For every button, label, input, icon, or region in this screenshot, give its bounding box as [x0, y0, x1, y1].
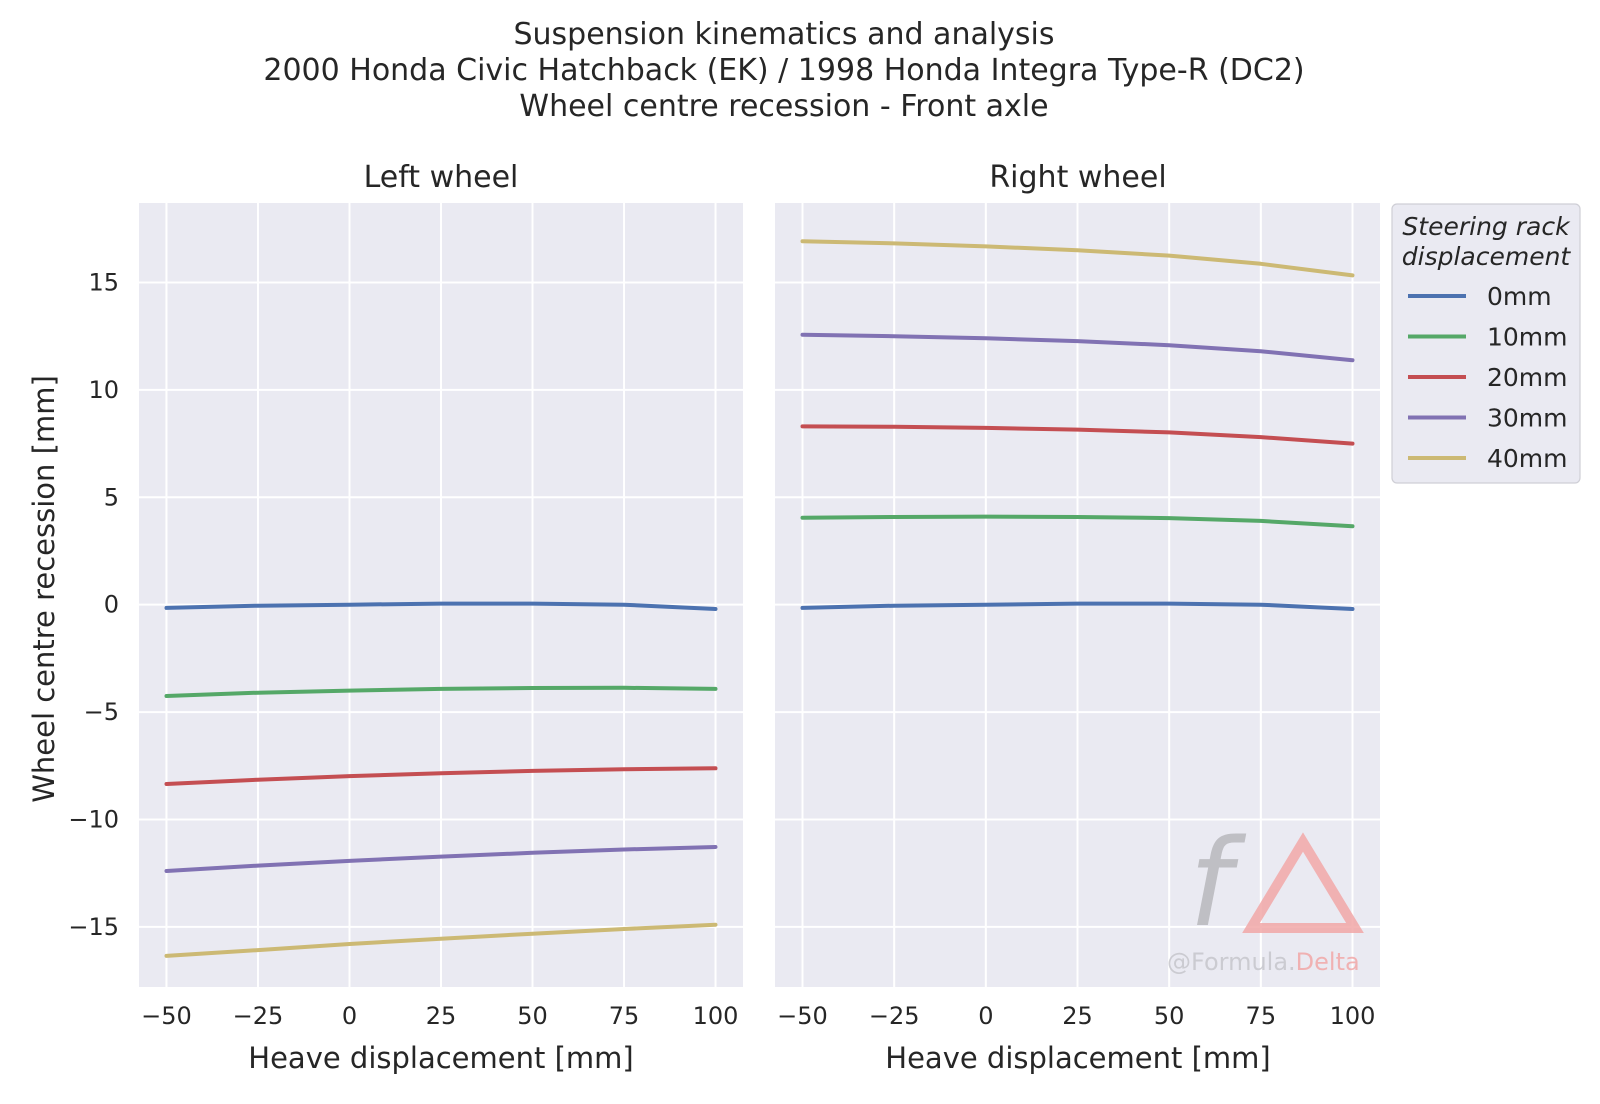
- figure-title-line-3: Wheel centre recession - Front axle: [519, 89, 1048, 124]
- left-y-tick-label: 5: [104, 483, 119, 511]
- left-series-line-0mm: [164, 601, 718, 611]
- left-y-tick-label: −5: [84, 698, 119, 726]
- left-y-tick-label: 0: [104, 591, 119, 619]
- legend-label-20mm: 20mm: [1487, 363, 1568, 392]
- left-y-tick-labels: −15 −10 −5 0 5 10 15: [68, 268, 119, 940]
- left-x-tick-labels: −50 −25 0 25 50 75 100: [141, 1002, 738, 1030]
- watermark-handle: @Formula.Delta: [1167, 948, 1360, 976]
- left-y-tick-label: 10: [88, 376, 119, 404]
- right-series-line-30mm: [800, 332, 1355, 363]
- legend-label-0mm: 0mm: [1487, 282, 1552, 311]
- legend-label-30mm: 30mm: [1487, 404, 1568, 433]
- legend-label-10mm: 10mm: [1487, 323, 1568, 352]
- left-y-tick-label: −15: [68, 913, 119, 941]
- legend-box: [1391, 203, 1581, 484]
- left-x-tick-label: 75: [609, 1002, 640, 1030]
- left-x-tick-label: 0: [342, 1002, 357, 1030]
- figure-title-line-2: 2000 Honda Civic Hatchback (EK) / 1998 H…: [263, 53, 1304, 88]
- left-series-line-40mm: [164, 922, 718, 958]
- left-x-axis-label: Heave displacement [mm]: [248, 1041, 633, 1075]
- left-series-line-10mm: [164, 685, 718, 698]
- left-series-line-20mm: [164, 766, 718, 786]
- left-panel-title: Left wheel: [364, 160, 519, 195]
- left-series-line-30mm: [164, 845, 718, 873]
- right-x-tick-labels: −50 −25 0 25 50 75 100: [777, 1002, 1375, 1030]
- right-x-axis-label: Heave displacement [mm]: [885, 1041, 1270, 1075]
- right-x-tick-label: 75: [1246, 1002, 1277, 1030]
- left-x-tick-label: 50: [517, 1002, 548, 1030]
- y-axis-label: Wheel centre recession [mm]: [27, 375, 61, 803]
- left-y-tick-label: 15: [88, 268, 119, 296]
- left-x-tick-label: 25: [426, 1002, 457, 1030]
- left-y-tick-label: −10: [68, 805, 119, 833]
- legend-title-line-1: Steering rack: [1402, 212, 1571, 241]
- right-x-tick-label: 25: [1062, 1002, 1093, 1030]
- legend: Steering rack displacement 0mm 10mm 20mm 30…: [1391, 203, 1581, 484]
- legend-label-40mm: 40mm: [1487, 444, 1568, 473]
- right-series-lines: [800, 239, 1355, 611]
- figure-title-line-1: Suspension kinematics and analysis: [513, 17, 1054, 52]
- left-x-tick-label: −50: [141, 1002, 192, 1030]
- right-panel-title: Right wheel: [989, 160, 1166, 195]
- right-x-tick-label: 50: [1154, 1002, 1185, 1030]
- legend-entries: 0mm 10mm 20mm 30mm 40mm: [1408, 282, 1568, 473]
- right-x-tick-label: −50: [777, 1002, 828, 1030]
- legend-title-line-2: displacement: [1402, 242, 1572, 271]
- right-panel: −50 −25 0 25 50 75 100 f @Formula.Delta: [775, 203, 1380, 1030]
- left-series-lines: [164, 601, 718, 958]
- right-series-line-10mm: [800, 514, 1355, 529]
- right-x-tick-label: 100: [1330, 1002, 1376, 1030]
- right-series-line-40mm: [800, 239, 1355, 278]
- right-x-tick-label: −25: [869, 1002, 920, 1030]
- left-x-tick-label: 100: [693, 1002, 739, 1030]
- left-x-tick-label: −25: [233, 1002, 284, 1030]
- right-series-line-0mm: [800, 601, 1355, 611]
- watermark-delta-triangle: [1242, 832, 1364, 933]
- right-series-line-20mm: [800, 424, 1355, 446]
- right-x-tick-label: 0: [978, 1002, 993, 1030]
